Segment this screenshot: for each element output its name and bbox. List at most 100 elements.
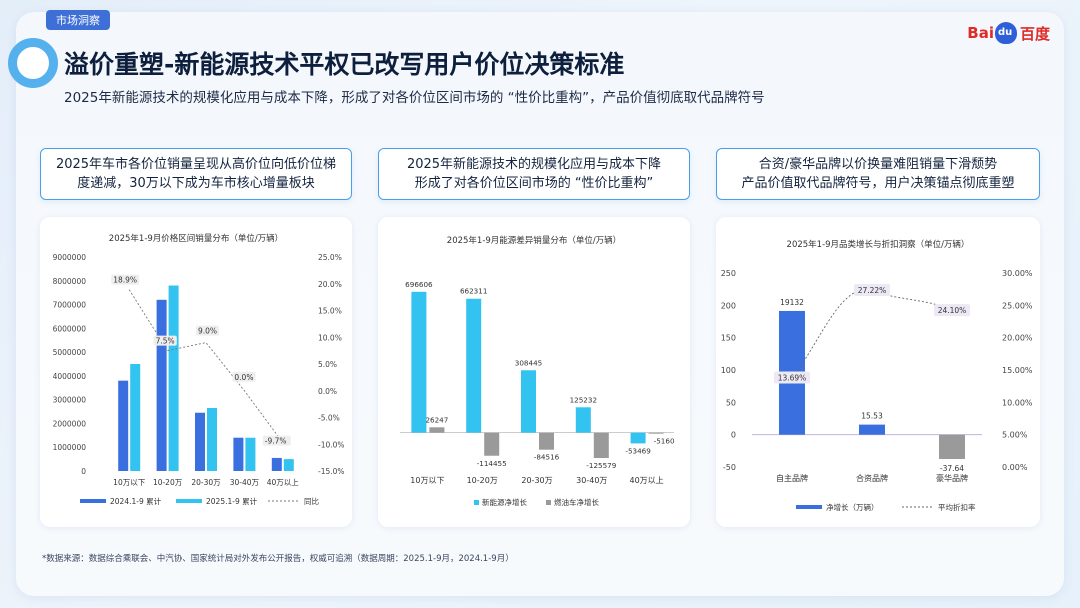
nev-value-label: 308445 [515,358,542,367]
legend-label-growth: 净增长（万辆） [826,502,879,512]
y-right-tick-label: 30.00% [1002,269,1033,278]
y-left-tick-label: 8000000 [53,277,87,286]
bar-ice [539,432,554,450]
x-tick-label: 10万以下 [410,476,444,485]
discount-label: 27.22% [858,286,887,295]
yoy-label-bg [111,274,140,285]
y-left-tick-label: 50 [726,398,736,407]
chart-title: 2025年1-9月品类增长与折扣洞察（单位/万辆） [787,239,970,250]
nev-value-label: -53469 [625,446,651,455]
y-left-tick-label: 1000000 [53,443,87,452]
highlight-box-1: 2025年车市各价位销量呈现从高价位向低价位梯 度递减，30万以下成为车市核心增… [40,148,352,200]
legend-label-2025: 2025.1-9 累计 [206,496,258,506]
y-right-tick-label: 25.00% [1002,301,1033,310]
yoy-label-bg [262,435,291,446]
bar-2024 [118,380,129,471]
page-subtitle: 2025年新能源技术的规模化应用与成本下降，形成了对各价位区间市场的 “性价比重… [64,90,765,106]
x-tick-label: 自主品牌 [776,473,808,483]
bar-ice [484,432,500,456]
y-left-tick-label: 2000000 [53,419,87,428]
x-tick-label: 合资品牌 [856,473,888,483]
nev-value-label: 696606 [405,280,433,289]
energy-diff-chart: 2025年1-9月能源差异销量分布（单位/万辆） 696606 26247 10万以下… [400,235,675,507]
ice-value-label: -5160 [654,437,675,446]
yoy-label-bg [153,335,177,346]
bar-net-growth [939,434,965,460]
discount-label-bg [934,304,970,317]
y-right-tick-label: 5.00% [1002,431,1028,440]
highlight-3-line1: 合资/豪华品牌以价换量难阻销量下滑颓势 [758,157,998,172]
y-right-tick-label: 5.0% [318,360,337,369]
y-left-tick-label: 3000000 [53,396,87,405]
y-left-tick-label: 4000000 [53,372,87,381]
y-right-tick-label: 0.0% [318,387,337,396]
bar-value-label: -37.64 [940,464,964,473]
baidu-paw-icon [994,22,1017,44]
y-left-tick-label: 200 [721,301,736,310]
y-left-tick-label: 9000000 [53,253,87,262]
x-tick-label: 20-30万 [191,478,221,487]
bar-2025 [283,459,294,471]
legend-swatch-growth [796,505,822,509]
bar-nev [466,298,482,433]
discount-label-bg [854,283,890,296]
chart-panel-category: 2025年1-9月品类增长与折扣洞察（单位/万辆） -50 0 50 100 150 200… [716,217,1040,527]
baidu-logo: Bai 百度 [967,22,1050,44]
legend-swatch-2024 [80,499,106,503]
discount-label: 13.69% [778,373,807,382]
category-growth-chart: 2025年1-9月品类增长与折扣洞察（单位/万辆） -50 0 50 100 150 200… [721,239,1033,512]
x-tick-label: 40万以上 [630,476,664,485]
legend-label-discount: 平均折扣率 [938,502,976,512]
yoy-label: -9.7% [265,437,287,446]
highlight-2-line2: 形成了对各价位区间市场的 “性价比重构” [414,176,654,191]
highlight-1-line2: 度递减，30万以下成为车市核心增量板块 [77,176,315,191]
y-left-tick-label: 100 [721,366,736,375]
x-tick-label: 20-30万 [521,476,552,485]
chart-panel-price: 2025年1-9月价格区间销量分布（单位/万辆） 0 1000000 2000000 3… [40,217,352,527]
price-range-chart: 2025年1-9月价格区间销量分布（单位/万辆） 0 1000000 2000000 3… [53,233,345,506]
ice-value-label: -114455 [477,459,507,468]
legend-label-nev: 新能源净增长 [482,497,527,507]
y-left-tick-label: 7000000 [53,301,87,310]
legend-swatch-nev [474,500,479,505]
y-left-tick-label: 150 [721,334,736,343]
y-right-tick-label: 15.00% [1002,366,1033,375]
y-right-tick-label: 15.0% [318,307,342,316]
bar-2025 [207,407,217,471]
y-right-tick-label: 20.00% [1002,334,1033,343]
logo-text-du: 百度 [1019,24,1050,43]
bar-2025 [245,437,256,471]
chart-title: 2025年1-9月能源差异销量分布（单位/万辆） [447,235,621,246]
legend-swatch-2025 [176,499,202,503]
discount-label-bg [774,371,810,384]
data-source-note: *数据来源：数据综合乘联会、中汽协、国家统计局对外发布公开报告，权威可追溯（数据… [42,554,514,564]
page-title: 溢价重塑-新能源技术平权已改写用户价位决策标准 [64,50,625,79]
section-tag: 市场洞察 [46,10,110,30]
bar-2025 [168,285,179,471]
legend-label-2024: 2024.1-9 累计 [110,496,162,506]
y-left-tick-label: 0 [81,467,86,476]
bar-value-label: 19132 [780,298,804,307]
y-left-tick-label: 5000000 [53,348,87,357]
x-tick-label: 30-40万 [576,476,607,485]
bar-nev [411,291,427,433]
y-right-tick-label: 25.0% [318,253,342,262]
ice-value-label: 26247 [425,415,448,424]
y-right-tick-label: 0.00% [1002,463,1028,472]
highlight-box-2: 2025年新能源技术的规模化应用与成本下降 形成了对各价位区间市场的 “性价比重… [378,148,690,200]
yoy-line [128,289,284,443]
ice-value-label: -84516 [534,453,560,462]
y-right-tick-label: 10.0% [318,333,342,342]
x-tick-label: 10万以下 [113,478,146,487]
x-tick-label: 豪华品牌 [936,473,968,483]
yoy-label: 9.0% [198,327,217,336]
legend-label-yoy: 同比 [304,496,319,506]
highlight-2-line1: 2025年新能源技术的规模化应用与成本下降 [406,157,662,172]
x-tick-label: 40万以上 [267,478,300,487]
discount-label: 24.10% [938,306,967,315]
bar-ice [648,432,664,434]
bar-2025 [130,364,141,471]
bar-2024 [195,412,205,471]
bar-nev [630,432,646,444]
bar-2024 [156,299,167,471]
